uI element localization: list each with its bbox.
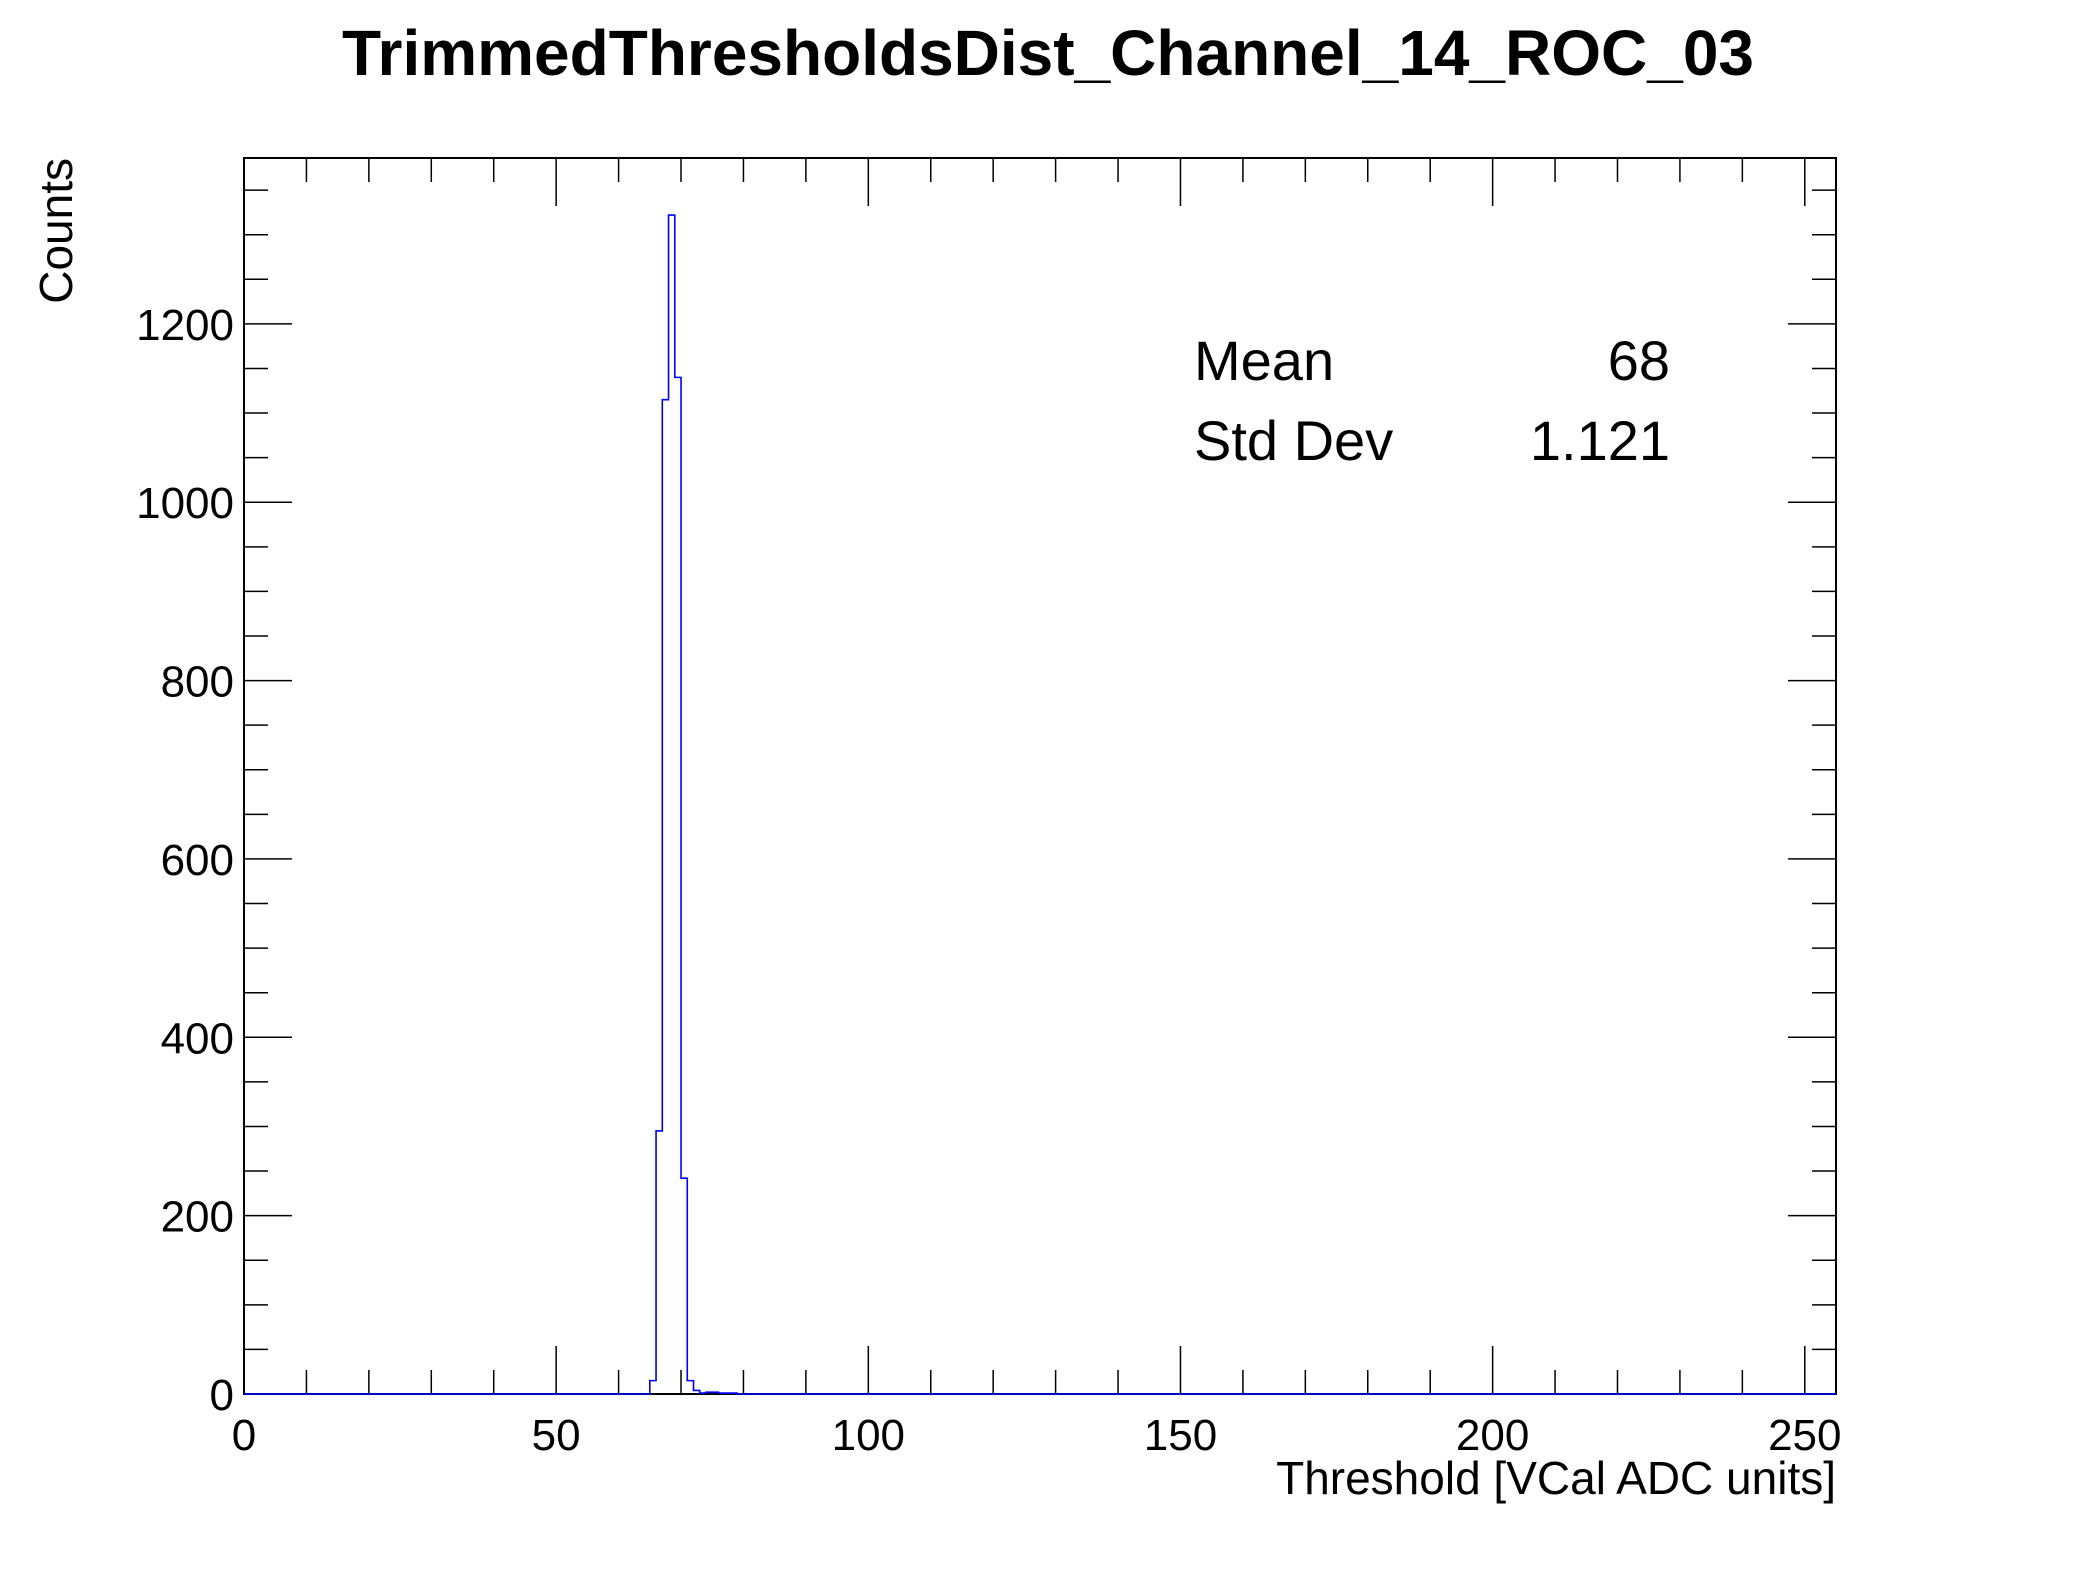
stats-mean-value: 68: [1608, 329, 1670, 392]
y-axis-label: Counts: [30, 158, 82, 304]
x-tick-label: 100: [832, 1411, 905, 1460]
y-tick-label: 200: [161, 1193, 234, 1242]
axis-ticks: [243, 158, 1836, 1395]
x-tick-label: 250: [1768, 1411, 1841, 1460]
y-tick-label: 1000: [136, 479, 234, 528]
stats-mean-label: Mean: [1194, 329, 1334, 392]
y-tick-label: 400: [161, 1014, 234, 1063]
y-tick-label: 800: [161, 658, 234, 707]
x-tick-label: 50: [532, 1411, 581, 1460]
x-tick-label: 0: [232, 1411, 256, 1460]
histogram-series: [244, 214, 1836, 1395]
stats-stddev-value: 1.121: [1530, 409, 1670, 472]
y-tick-label: 0: [210, 1371, 234, 1420]
x-tick-labels: 0 50 100 150 200 250: [232, 1411, 1842, 1460]
y-tick-label: 600: [161, 836, 234, 885]
y-tick-label: 1200: [136, 301, 234, 350]
chart-title: TrimmedThresholdsDist_Channel_14_ROC_03: [342, 17, 1754, 89]
x-tick-label: 200: [1456, 1411, 1529, 1460]
x-axis-label: Threshold [VCal ADC units]: [1276, 1452, 1836, 1504]
y-tick-labels: 0 200 400 600 800 1000 1200: [136, 301, 234, 1420]
x-tick-label: 150: [1144, 1411, 1217, 1460]
stats-stddev-label: Std Dev: [1194, 409, 1393, 472]
stats-box: Mean 68 Std Dev 1.121: [1194, 329, 1670, 472]
